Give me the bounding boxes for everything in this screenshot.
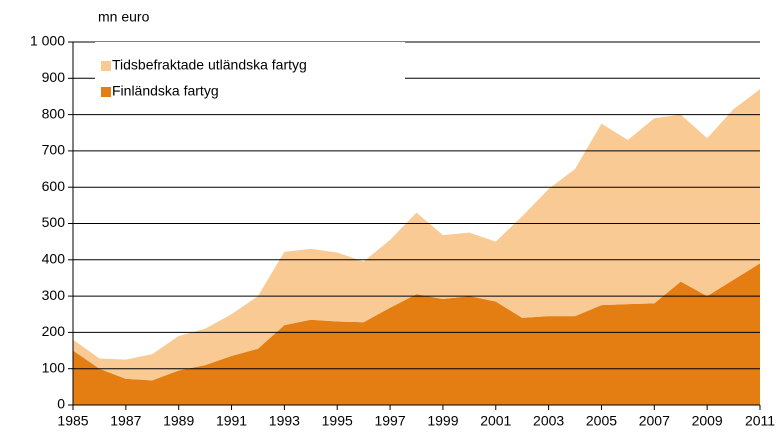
- x-tick-label: 2003: [533, 413, 564, 429]
- y-tick-label: 0: [57, 396, 65, 412]
- x-tick-label: 2009: [692, 413, 723, 429]
- y-axis-label: mn euro: [98, 9, 150, 25]
- y-tick-label: 700: [42, 142, 66, 158]
- y-tick-label: 600: [42, 178, 66, 194]
- x-tick-label: 2007: [639, 413, 670, 429]
- x-tick-label: 1989: [163, 413, 194, 429]
- x-tick-label: 2005: [586, 413, 617, 429]
- y-tick-label: 800: [42, 105, 66, 121]
- x-tick-label: 1999: [427, 413, 458, 429]
- y-tick-label: 1 000: [30, 33, 65, 49]
- legend-box: [95, 42, 405, 100]
- x-tick-label: 1991: [216, 413, 247, 429]
- y-tick-label: 100: [42, 359, 66, 375]
- legend-swatch: [101, 87, 111, 97]
- legend-label: Finländska fartyg: [112, 83, 219, 99]
- x-tick-label: 1987: [110, 413, 141, 429]
- x-tick-label: 1993: [269, 413, 300, 429]
- y-tick-label: 300: [42, 287, 66, 303]
- y-tick-label: 400: [42, 251, 66, 267]
- y-tick-label: 200: [42, 323, 66, 339]
- x-tick-label: 2001: [480, 413, 511, 429]
- area: [73, 89, 760, 381]
- x-tick-label: 1997: [374, 413, 405, 429]
- y-tick-label: 500: [42, 214, 66, 230]
- legend-swatch: [101, 61, 111, 71]
- legend-label: Tidsbefraktade utländska fartyg: [112, 57, 307, 73]
- x-tick-label: 1995: [322, 413, 353, 429]
- y-tick-label: 900: [42, 69, 66, 85]
- x-tick-label: 2011: [745, 413, 775, 429]
- area: [73, 263, 760, 405]
- x-tick-label: 1985: [57, 413, 88, 429]
